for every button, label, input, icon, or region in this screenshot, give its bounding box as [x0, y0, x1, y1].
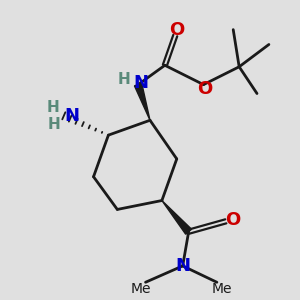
Text: O: O: [169, 21, 184, 39]
Polygon shape: [162, 200, 192, 234]
Text: H: H: [118, 72, 130, 87]
Text: N: N: [175, 257, 190, 275]
Text: H: H: [46, 100, 59, 115]
Text: H: H: [48, 117, 61, 132]
Text: O: O: [197, 80, 213, 98]
Text: N: N: [133, 74, 148, 92]
Text: O: O: [225, 211, 240, 229]
Text: Me: Me: [131, 282, 151, 296]
Polygon shape: [134, 83, 150, 120]
Text: Me: Me: [212, 282, 232, 296]
Text: N: N: [64, 107, 80, 125]
